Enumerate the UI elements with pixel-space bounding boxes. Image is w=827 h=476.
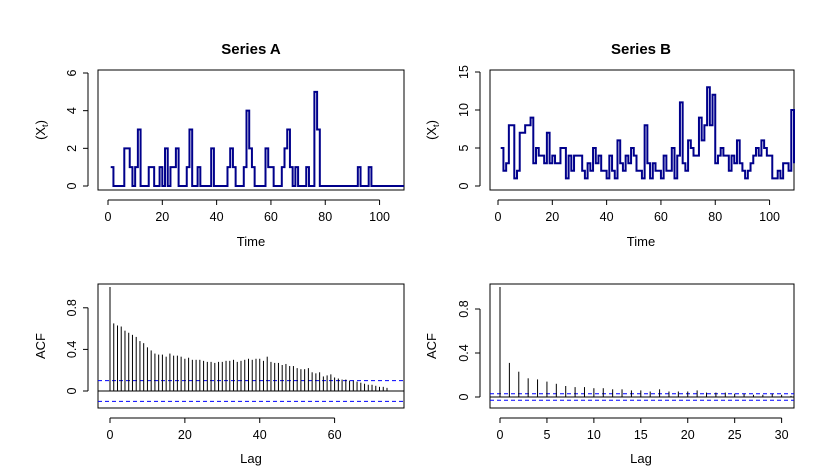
x-tick-label: 20 [155,210,169,224]
y-axis-label: ACF [424,333,439,359]
x-tick-label: 100 [759,210,780,224]
x-tick-label: 30 [775,428,789,442]
x-axis-label: Lag [240,451,262,466]
panel-acf-a: 0 20 40 60 0 0.4 0.8 Lag ACF [33,283,405,466]
y-tick-label: 0 [65,182,79,189]
y-tick-label: 15 [457,65,471,79]
x-tick-label: 20 [545,210,559,224]
y-tick-label: 0.4 [457,344,471,361]
y-tick-label: 5 [457,144,471,151]
y-tick-label: 2 [65,145,79,152]
x-tick-label: 0 [107,428,114,442]
y-axis-label: (Xt) [424,120,441,140]
x-tick-label: 20 [178,428,192,442]
x-axis-label: Time [237,234,265,249]
plot-frame [489,283,795,409]
plot-frame [97,69,405,191]
x-tick-label: 60 [654,210,668,224]
x-tick-label: 10 [587,428,601,442]
y-tick-label: 0.8 [457,300,471,317]
chart-title: Series B [611,41,671,58]
x-tick-label: 20 [681,428,695,442]
x-tick-label: 5 [543,428,550,442]
y-axis-label: (Xt) [33,120,50,140]
y-tick-label: 0.8 [65,299,79,316]
x-tick-label: 60 [328,428,342,442]
x-tick-label: 15 [634,428,648,442]
x-axis-label: Time [627,234,655,249]
chart-title: Series A [221,41,281,58]
panel-acf-b: 0 5 10 15 20 25 30 0 0.4 0.8 Lag ACF [424,283,795,466]
panel-series-b: Series B 0 20 40 60 80 100 0 5 10 15 Time (Xt) [424,41,795,249]
x-tick-label: 40 [600,210,614,224]
x-tick-label: 25 [728,428,742,442]
y-tick-label: 6 [65,69,79,76]
series-line [110,90,404,187]
x-tick-label: 40 [253,428,267,442]
y-tick-label: 4 [65,107,79,114]
y-tick-label: 0.4 [65,341,79,358]
x-tick-label: 0 [495,210,502,224]
y-tick-label: 0 [457,182,471,189]
panel-series-a: Series A 0 20 40 60 80 100 0 2 4 6 Time (Xt) [33,41,405,249]
series-line [500,86,795,180]
x-tick-label: 100 [369,210,390,224]
y-tick-label: 0 [457,393,471,400]
x-tick-label: 0 [105,210,112,224]
x-tick-label: 60 [264,210,278,224]
x-tick-label: 40 [210,210,224,224]
x-axis-label: Lag [630,451,652,466]
x-tick-label: 80 [318,210,332,224]
y-axis-label: ACF [33,333,48,359]
y-tick-label: 0 [65,387,79,394]
y-tick-label: 10 [457,103,471,117]
plot-frame [97,283,405,409]
x-tick-label: 0 [497,428,504,442]
x-tick-label: 80 [708,210,722,224]
